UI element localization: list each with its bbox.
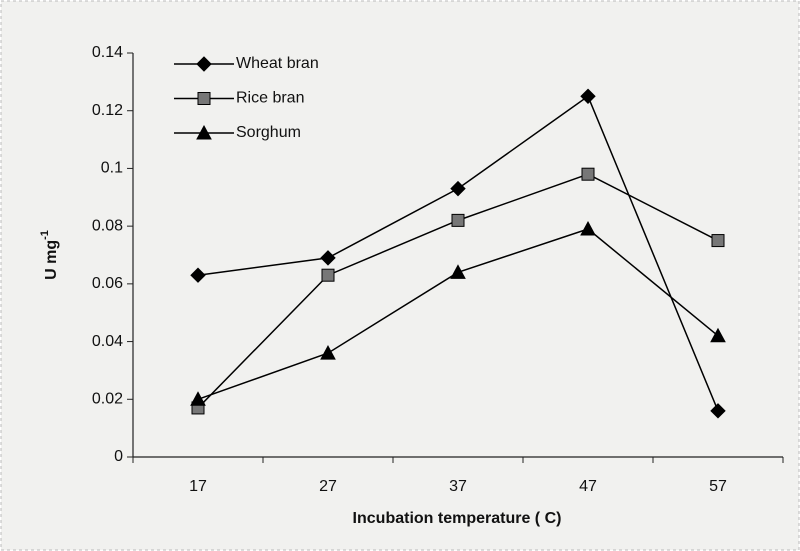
x-tick-label: 57 [709,478,727,495]
y-tick-label: 0.14 [92,44,123,61]
y-axis-label-text: U mg-1 [39,230,60,280]
legend-entry: Wheat bran [174,55,319,72]
y-tick-label: 0.1 [101,160,123,177]
legend-label: Wheat bran [236,55,319,72]
marker-triangle [190,391,206,406]
y-tick-label: 0.04 [92,333,123,350]
marker-square [197,92,211,105]
marker-triangle [196,124,212,140]
marker-triangle [580,220,596,236]
marker-diamond [320,250,336,266]
marker-diamond [196,56,212,72]
marker-diamond [450,180,466,197]
marker-diamond [190,267,206,283]
y-axis-label: U mg-1 [39,230,60,280]
y-tick-label: 0.08 [92,217,123,234]
legend-label: Rice bran [236,90,304,107]
marker-triangle [450,264,466,279]
y-tick-label: 0.06 [92,275,123,292]
legend-entry: Rice bran [174,90,304,107]
x-tick-label: 17 [189,478,207,495]
y-label-main: U mg [43,240,60,280]
x-tick-label: 37 [449,478,467,495]
marker-square [451,213,465,227]
y-tick-label: 0 [114,448,123,465]
marker-diamond [580,88,596,104]
x-axis-label: Incubation temperature ( C) [353,510,562,527]
y-label-sup: -1 [39,230,51,240]
x-tick-label: 47 [579,478,597,495]
marker-square [711,234,725,248]
marker-triangle [710,327,726,343]
marker-diamond [710,403,726,419]
marker-triangle [320,345,336,360]
legend-label: Sorghum [236,124,301,141]
y-tick-label: 0.02 [92,391,123,408]
legend-entry: Sorghum [174,124,301,141]
y-tick-label: 0.12 [92,102,123,119]
marker-square [581,167,595,181]
marker-square [321,268,335,282]
x-tick-label: 27 [319,478,337,495]
